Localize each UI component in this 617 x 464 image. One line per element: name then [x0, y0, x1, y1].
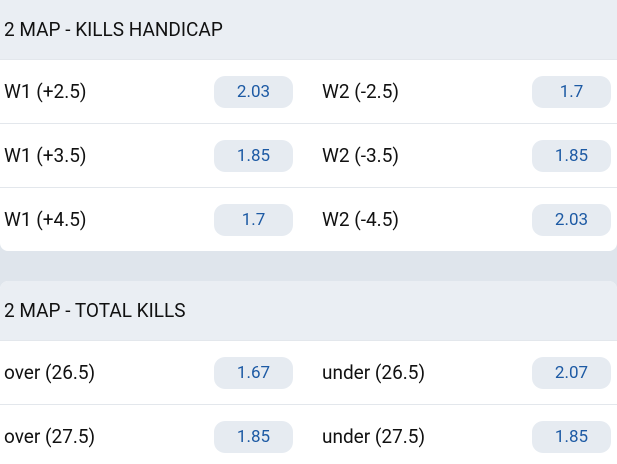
outcome-label: under (27.5) — [322, 425, 426, 448]
outcome-label: W1 (+2.5) — [4, 80, 87, 103]
outcome-label: W2 (-2.5) — [322, 80, 399, 103]
market-row: W1 (+3.5) 1.85 W2 (-3.5) 1.85 — [0, 123, 617, 187]
odds-button[interactable]: 1.7 — [214, 204, 293, 236]
outcome-label: W2 (-4.5) — [322, 208, 399, 231]
market-row: over (26.5) 1.67 under (26.5) 2.07 — [0, 340, 617, 404]
market-title: 2 MAP - TOTAL KILLS — [0, 281, 617, 340]
outcome-label: over (26.5) — [4, 361, 96, 384]
outcome-label: under (26.5) — [322, 361, 426, 384]
odds-button[interactable]: 1.85 — [214, 140, 293, 172]
odds-button[interactable]: 1.67 — [214, 357, 293, 389]
market-card: 2 MAP - TOTAL KILLS over (26.5) 1.67 under … — [0, 281, 617, 464]
market-row: W1 (+2.5) 2.03 W2 (-2.5) 1.7 — [0, 59, 617, 123]
odds-button[interactable]: 2.03 — [532, 204, 611, 236]
market-card: 2 MAP - KILLS HANDICAP W1 (+2.5) 2.03 W2 (-… — [0, 0, 617, 251]
outcome-label: over (27.5) — [4, 425, 96, 448]
market-row: over (27.5) 1.85 under (27.5) 1.85 — [0, 404, 617, 464]
odds-button[interactable]: 1.85 — [532, 421, 611, 453]
outcome-label: W1 (+3.5) — [4, 144, 87, 167]
odds-button[interactable]: 1.85 — [214, 421, 293, 453]
odds-button[interactable]: 2.03 — [214, 76, 293, 108]
odds-button[interactable]: 1.85 — [532, 140, 611, 172]
market-row: W1 (+4.5) 1.7 W2 (-4.5) 2.03 — [0, 187, 617, 251]
outcome-label: W2 (-3.5) — [322, 144, 399, 167]
market-title: 2 MAP - KILLS HANDICAP — [0, 0, 617, 59]
odds-button[interactable]: 2.07 — [532, 357, 611, 389]
outcome-label: W1 (+4.5) — [4, 208, 87, 231]
odds-button[interactable]: 1.7 — [532, 76, 611, 108]
